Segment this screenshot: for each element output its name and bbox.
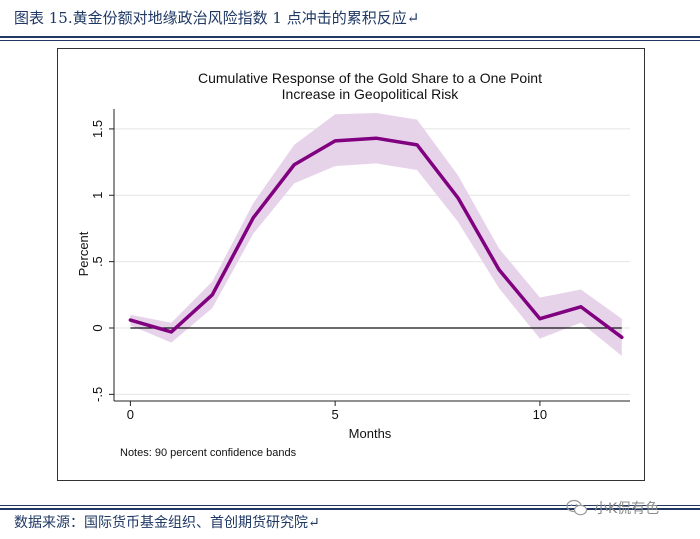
footer-rule	[0, 508, 700, 510]
data-point	[129, 318, 132, 322]
footer-rule-thin	[0, 505, 700, 506]
data-point	[374, 137, 378, 140]
y-tick-label: 0	[90, 324, 105, 331]
y-tick-label: -.5	[90, 387, 105, 402]
x-tick-label: 10	[533, 407, 547, 422]
watermark: 小K侃有色	[566, 498, 659, 518]
x-axis-label: Months	[349, 426, 392, 441]
data-point	[292, 163, 296, 166]
data-source: 数据来源：国际货币基金组织、首创期货研究院↵	[14, 515, 320, 531]
chart-title: Cumulative Response of the Gold Share to…	[198, 70, 542, 86]
y-axis-label: Percent	[76, 231, 91, 276]
y-tick-label: .5	[90, 256, 105, 267]
data-point	[415, 143, 419, 147]
data-point	[170, 330, 173, 334]
y-tick-label: 1.5	[90, 120, 105, 138]
chart-subtitle: Increase in Geopolitical Risk	[282, 86, 460, 102]
series-line-layer	[128, 136, 624, 340]
figure-caption: 图表 15.黄金份额对地缘政治风险指数 1 点冲击的累积反应↵	[14, 9, 420, 27]
data-point	[252, 216, 255, 220]
tick-label-layer: -.5 0 .5 1 1.5 0 5 10	[90, 120, 547, 422]
confidence-band	[130, 112, 622, 356]
wechat-icon	[566, 499, 588, 516]
y-tick-label: 1	[90, 192, 105, 199]
axis-layer	[109, 109, 630, 406]
data-point	[211, 293, 214, 297]
watermark-text: 小K侃有色	[594, 501, 660, 517]
chart-figure: Cumulative Response of the Gold Share to…	[57, 48, 645, 481]
confidence-band-layer	[130, 112, 622, 356]
data-point	[579, 305, 583, 308]
header-rule	[0, 36, 700, 38]
x-tick-label: 0	[127, 407, 134, 422]
data-point	[497, 268, 501, 271]
chart-note: Notes: 90 percent confidence bands	[120, 447, 297, 459]
data-point	[333, 139, 337, 143]
x-tick-label: 5	[332, 407, 339, 422]
header-rule-thin	[0, 40, 700, 41]
data-point	[538, 317, 542, 320]
chart-svg: Cumulative Response of the Gold Share to…	[76, 70, 630, 459]
data-point	[456, 196, 460, 200]
data-point	[620, 336, 624, 339]
grid-layer	[114, 128, 630, 395]
